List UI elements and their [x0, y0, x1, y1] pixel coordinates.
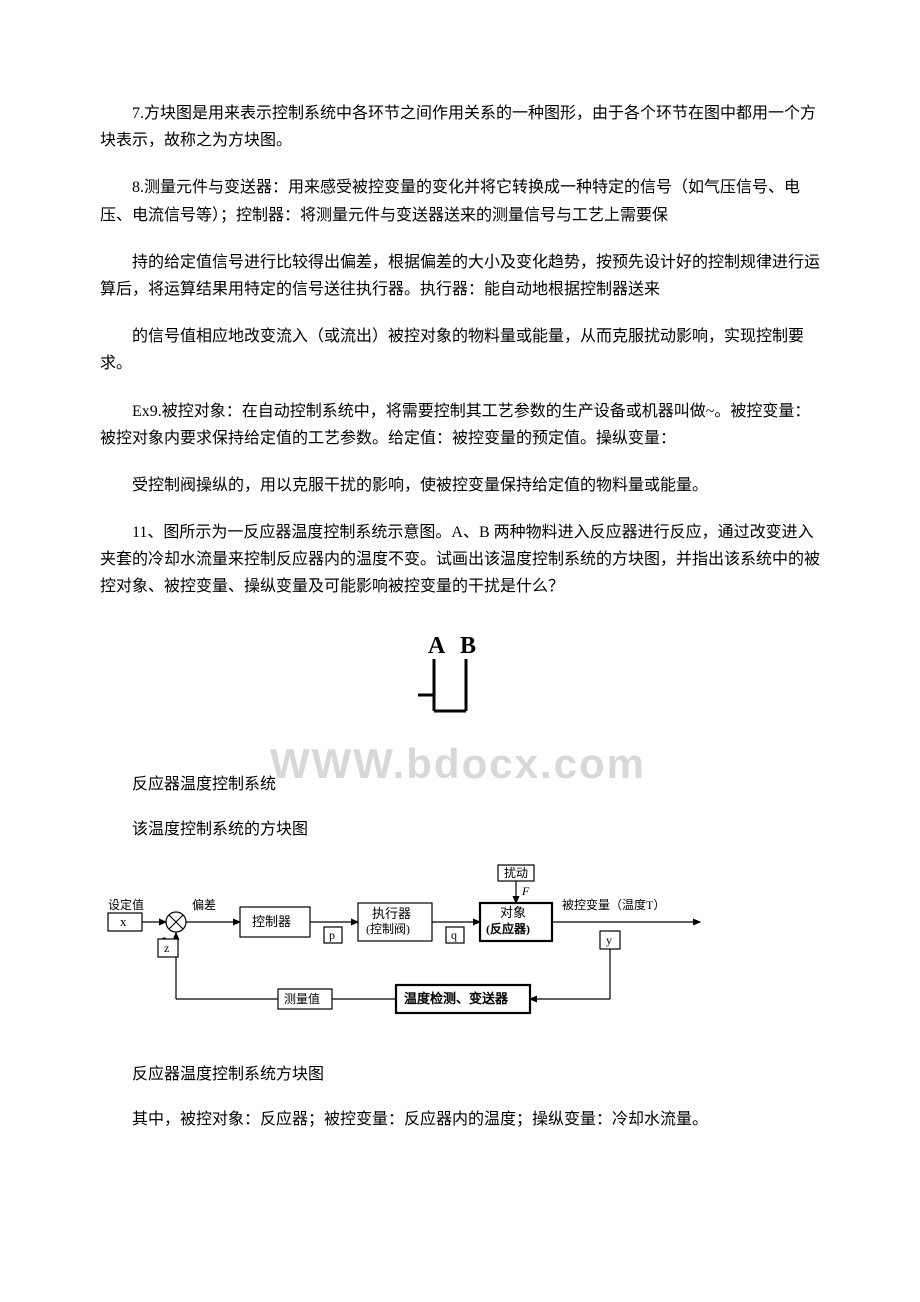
caption-blockdiagram-intro: 该温度控制系统的方块图 [100, 816, 820, 843]
caption-blockdiagram: 反应器温度控制系统方块图 [100, 1061, 820, 1088]
text-y: y [606, 933, 612, 947]
text-actuator1: 执行器 [372, 906, 411, 921]
text-object2: (反应器) [486, 921, 530, 936]
paragraph-8b: 持的给定值信号进行比较得出偏差，根据偏差的大小及变化趋势，按预先设计好的控制规律… [100, 249, 820, 303]
text-actuator2: (控制阀) [366, 922, 410, 936]
text-F: F [521, 884, 530, 898]
paragraph-11: 11、图所示为一反应器温度控制系统示意图。A、B 两种物料进入反应器进行反应，通… [100, 519, 820, 601]
reactor-figure: A B [100, 631, 820, 751]
text-measure: 测量值 [284, 991, 320, 1006]
paragraph-ex9a: Ex9.被控对象：在自动控制系统中，将需要控制其工艺参数的生产设备或机器叫做~。… [100, 398, 820, 452]
text-p: p [329, 928, 335, 942]
block-diagram: 设定值 x 偏差 控制器 p 执行器 (控制阀) q [100, 861, 820, 1041]
text-sensor: 温度检测、变送器 [404, 991, 509, 1006]
text-disturb: 扰动 [504, 866, 528, 880]
text-controller: 控制器 [252, 914, 291, 929]
paragraph-8a: 8.测量元件与变送器：用来感受被控变量的变化并将它转换成一种特定的信号（如气压信… [100, 174, 820, 228]
label-outvar: 被控变量（温度T） [562, 897, 665, 912]
caption-reactor: 反应器温度控制系统 [100, 771, 820, 798]
label-a: A [428, 633, 446, 659]
text-object1: 对象 [500, 905, 526, 920]
label-b: B [460, 633, 476, 659]
block-diagram-svg: 设定值 x 偏差 控制器 p 执行器 (控制阀) q [100, 861, 720, 1041]
paragraph-7: 7.方块图是用来表示控制系统中各环节之间作用关系的一种图形，由于各个环节在图中都… [100, 100, 820, 154]
text-q: q [451, 928, 457, 942]
paragraph-8c: 的信号值相应地改变流入（或流出）被控对象的物料量或能量，从而克服扰动影响，实现控… [100, 323, 820, 377]
reactor-icon: A B [400, 631, 520, 751]
label-setpoint: 设定值 [108, 897, 144, 912]
label-bias: 偏差 [192, 897, 216, 912]
minus-sign: - [162, 929, 166, 944]
paragraph-ex9b: 受控制阀操纵的，用以克服干扰的影响，使被控变量保持给定值的物料量或能量。 [100, 472, 820, 499]
text-x: x [120, 914, 127, 929]
paragraph-answer: 其中，被控对象：反应器；被控变量：反应器内的温度；操纵变量：冷却水流量。 [100, 1106, 820, 1133]
